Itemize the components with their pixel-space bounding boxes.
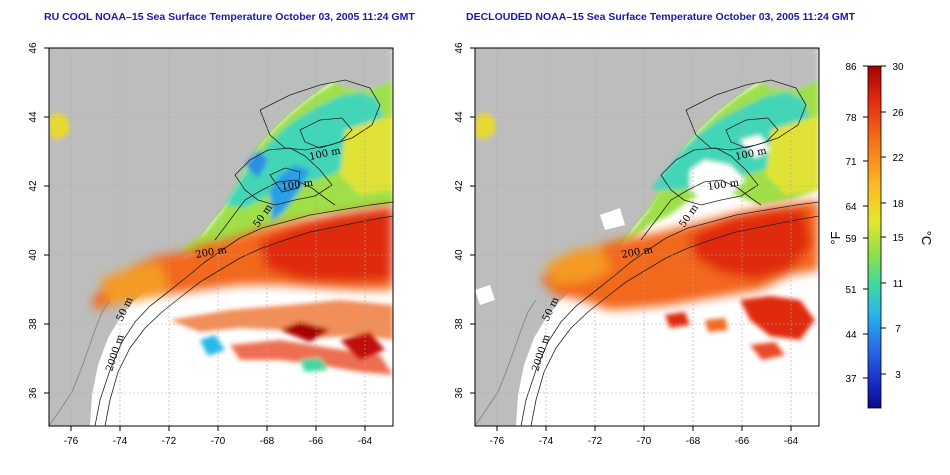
y-tick-label: 36 xyxy=(28,387,39,399)
y-tick-label: 40 xyxy=(454,249,465,261)
declouded-sst-map: 100 m 100 m 50 m 200 m 50 m 2000 m -76 -… xyxy=(454,42,820,447)
left-map-frame xyxy=(48,47,394,427)
x-tick-label: -76 xyxy=(64,436,79,447)
x-tick-label: -66 xyxy=(735,436,750,447)
fahrenheit-tick-label: 37 xyxy=(845,374,857,385)
y-tick-label: 44 xyxy=(28,111,39,123)
right-map-frame xyxy=(474,47,820,427)
y-tick-label: 46 xyxy=(28,42,39,54)
raw-sst-map: 100 m 100 m 50 m 200 m 50 m 2000 m -76 -… xyxy=(28,42,394,447)
fahrenheit-unit-label: °F xyxy=(828,231,843,244)
fahrenheit-tick-label: 78 xyxy=(845,113,857,124)
y-tick-label: 42 xyxy=(28,180,39,192)
celsius-tick-label: 15 xyxy=(892,233,904,244)
x-tick-label: -70 xyxy=(637,436,652,447)
contour-label: 100 m xyxy=(281,178,314,193)
left-x-axis: -76 -74 -72 -70 -68 -66 -64 xyxy=(64,426,373,447)
fahrenheit-tick-label: 59 xyxy=(845,234,857,245)
celsius-tick-label: 30 xyxy=(892,62,904,73)
y-tick-label: 40 xyxy=(28,249,39,261)
x-tick-label: -68 xyxy=(686,436,701,447)
x-tick-label: -72 xyxy=(162,436,177,447)
x-tick-label: -74 xyxy=(113,436,128,447)
x-tick-label: -68 xyxy=(260,436,275,447)
x-tick-label: -70 xyxy=(211,436,226,447)
left-y-axis: 46 44 42 40 38 36 xyxy=(28,42,49,399)
isobath-contours xyxy=(94,79,393,426)
fahrenheit-tick-label: 44 xyxy=(845,330,857,341)
y-tick-label: 38 xyxy=(28,318,39,330)
fahrenheit-tick-label: 64 xyxy=(845,202,857,213)
celsius-tick-label: 7 xyxy=(895,324,901,335)
fahrenheit-tick-label: 71 xyxy=(845,157,857,168)
right-x-axis: -76 -74 -72 -70 -68 -66 -64 xyxy=(490,426,799,447)
y-tick-label: 42 xyxy=(454,180,465,192)
x-tick-label: -76 xyxy=(490,436,505,447)
celsius-tick-label: 3 xyxy=(895,370,901,381)
celsius-tick-label: 22 xyxy=(892,153,904,164)
y-tick-label: 46 xyxy=(454,42,465,54)
fahrenheit-tick-label: 86 xyxy=(845,62,857,73)
x-tick-label: -74 xyxy=(539,436,554,447)
x-tick-label: -66 xyxy=(309,436,324,447)
left-panel-title: RU COOL NOAA–15 Sea Surface Temperature … xyxy=(44,11,415,23)
contour-label: 100 m xyxy=(707,178,740,193)
x-tick-label: -72 xyxy=(588,436,603,447)
y-tick-label: 36 xyxy=(454,387,465,399)
celsius-unit-label: °C xyxy=(919,231,934,246)
y-tick-label: 38 xyxy=(454,318,465,330)
fahrenheit-tick-label: 51 xyxy=(845,285,857,296)
isobath-contours xyxy=(520,79,819,426)
temperature-colorbar: 86 78 71 64 59 51 44 37 30 26 22 18 15 1… xyxy=(828,62,934,409)
y-tick-label: 44 xyxy=(454,111,465,123)
celsius-tick-label: 26 xyxy=(892,108,904,119)
right-y-axis: 46 44 42 40 38 36 xyxy=(454,42,475,399)
celsius-tick-label: 18 xyxy=(892,199,904,210)
right-panel-title: DECLOUDED NOAA–15 Sea Surface Temperatur… xyxy=(466,11,856,23)
x-tick-label: -64 xyxy=(358,436,373,447)
x-tick-label: -64 xyxy=(784,436,799,447)
colorbar-gradient xyxy=(867,65,882,409)
celsius-tick-label: 11 xyxy=(893,279,904,290)
